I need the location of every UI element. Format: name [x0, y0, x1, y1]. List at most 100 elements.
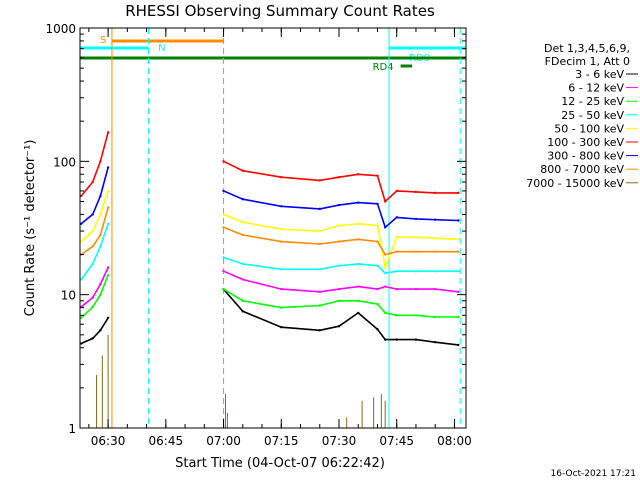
series-7-point-7 [318, 242, 321, 246]
series-5-point-5 [241, 169, 244, 172]
series-7-point-13 [414, 250, 418, 253]
series-6-point-14 [434, 218, 437, 221]
series-0-point-14 [434, 341, 437, 344]
series-0-point-5 [241, 310, 244, 313]
series-1-point-14 [434, 287, 437, 291]
series-7-point-5 [241, 233, 244, 237]
series-1-point-5 [241, 278, 244, 281]
y-tick-label-3: 1000 [45, 22, 76, 36]
series-5-point-6 [280, 176, 283, 179]
series-1-point-2 [99, 282, 102, 286]
legend-label-3: 25 - 50 keV [561, 109, 624, 122]
series-7-point-12 [395, 250, 398, 253]
series-1-point-9 [357, 285, 360, 288]
y-tick-label-2: 100 [53, 155, 76, 169]
series-3-point-4 [222, 256, 225, 259]
series-6-point-4 [222, 189, 225, 193]
series-4-point-5 [241, 220, 244, 224]
series-4-point-4 [222, 213, 225, 216]
x-tick-label-5: 07:45 [379, 434, 414, 448]
series-1-point-3 [106, 266, 110, 269]
series-3-point-1 [91, 262, 94, 266]
series-6-point-11 [383, 226, 387, 229]
series-2-point-14 [434, 315, 437, 319]
series-5-point-1 [91, 180, 94, 184]
series-3-point-11 [383, 271, 387, 275]
legend-label-2: 12 - 25 keV [561, 95, 624, 108]
series-2-point-5 [241, 299, 244, 302]
series-4-segment-0 [80, 190, 109, 243]
series-5-point-11 [383, 200, 387, 203]
series-0-segment-1 [222, 288, 459, 346]
series-4-point-7 [318, 229, 321, 233]
series-7-point-8 [337, 240, 341, 243]
series-1-point-12 [395, 287, 398, 291]
series-7-point-2 [99, 233, 102, 237]
series-6-segment-0 [80, 167, 109, 225]
series-7 [79, 206, 460, 256]
series-1-point-6 [280, 287, 283, 291]
series-6-point-15 [457, 219, 460, 222]
series-0-point-6 [280, 326, 283, 329]
state-bar-label-0: S [100, 35, 106, 46]
series-7-point-15 [457, 250, 460, 253]
series-7-segment-1 [223, 226, 459, 256]
series-3-point-13 [414, 269, 418, 273]
plot-frame [79, 27, 467, 429]
series-4-point-11 [383, 266, 387, 269]
series-7-point-1 [91, 245, 94, 248]
series-2-segment-1 [223, 288, 459, 318]
series-1-point-7 [318, 290, 321, 294]
series-4-point-3 [106, 189, 110, 193]
series-7-point-6 [280, 240, 283, 243]
series-3-point-6 [280, 268, 283, 271]
series-0-point-10 [376, 328, 379, 331]
series-4-point-13 [414, 235, 418, 239]
series-5-point-4 [222, 160, 225, 163]
series-3-point-2 [99, 245, 102, 248]
series-4-point-6 [280, 227, 283, 231]
legend-label-0: 3 - 6 keV [575, 68, 624, 81]
legend-label-7: 800 - 7000 keV [540, 163, 624, 176]
x-axis-label: Start Time (04-Oct-07 06:22:42) [175, 456, 385, 471]
series-7-segment-0 [80, 207, 109, 256]
series-2-point-12 [395, 314, 398, 317]
series-1-point-15 [457, 290, 460, 294]
series-4-point-1 [91, 229, 94, 233]
series-5-point-10 [376, 174, 379, 177]
series-6-point-6 [280, 205, 283, 208]
series-6-point-7 [318, 207, 321, 211]
series-5-point-3 [106, 131, 110, 134]
series-3 [79, 222, 460, 281]
series-3-point-7 [318, 268, 321, 271]
series-3-point-9 [357, 262, 360, 266]
series-6-point-3 [106, 166, 110, 169]
series-2-point-6 [280, 306, 283, 309]
x-tick-label-1: 06:45 [149, 434, 184, 448]
legend-label-1: 6 - 12 keV [568, 82, 624, 95]
legend-label-5: 100 - 300 keV [547, 136, 624, 149]
x-tick-label-2: 07:00 [206, 434, 241, 448]
series-3-segment-1 [223, 256, 459, 275]
series-1-segment-0 [80, 267, 109, 308]
series-5-point-7 [318, 179, 321, 182]
series-2-point-3 [106, 273, 110, 277]
series-2-point-15 [457, 315, 460, 319]
series-4-point-9 [357, 222, 360, 226]
plot-area: SNRD9RD4110100100006:3006:4507:0007:1507… [45, 22, 471, 448]
series-0-point-8 [337, 325, 341, 328]
series-0-point-15 [457, 343, 460, 347]
series-0-point-1 [91, 337, 94, 340]
series-3-point-12 [395, 269, 398, 273]
series-4-point-10 [376, 224, 379, 227]
series-6-point-1 [91, 213, 94, 216]
series-4-point-14 [434, 237, 437, 240]
series-2-point-13 [414, 314, 418, 317]
x-tick-label-6: 08:00 [437, 434, 472, 448]
series-3-point-14 [434, 269, 437, 273]
series-8 [96, 334, 386, 428]
series-0-point-0 [79, 342, 83, 345]
series-3-point-5 [241, 262, 244, 266]
series-1-point-13 [414, 287, 418, 291]
